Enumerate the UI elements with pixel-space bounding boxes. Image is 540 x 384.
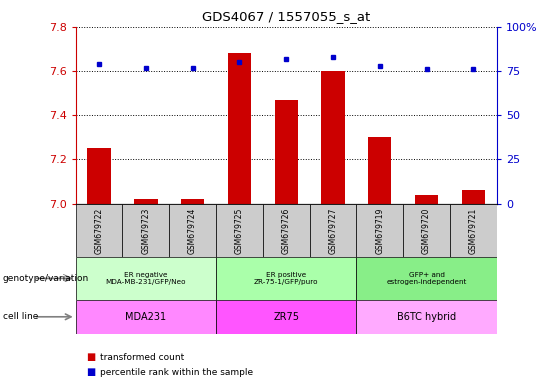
Bar — [356, 257, 497, 300]
Text: ER positive
ZR-75-1/GFP/puro: ER positive ZR-75-1/GFP/puro — [254, 272, 319, 285]
Text: GFP+ and
estrogen-independent: GFP+ and estrogen-independent — [387, 272, 467, 285]
Bar — [181, 199, 204, 204]
Bar — [309, 204, 356, 257]
Bar — [263, 204, 309, 257]
Bar — [216, 300, 356, 334]
Bar — [356, 204, 403, 257]
Bar — [216, 257, 356, 300]
Bar — [169, 204, 216, 257]
Text: GSM679719: GSM679719 — [375, 207, 384, 253]
Text: GSM679727: GSM679727 — [328, 207, 338, 253]
Bar — [450, 204, 497, 257]
Bar — [274, 100, 298, 204]
Bar — [462, 190, 485, 204]
Text: cell line: cell line — [3, 312, 38, 321]
Text: GSM679722: GSM679722 — [94, 207, 104, 253]
Text: MDA231: MDA231 — [125, 312, 166, 322]
Text: GSM679721: GSM679721 — [469, 207, 478, 253]
Text: ZR75: ZR75 — [273, 312, 299, 322]
Text: GSM679723: GSM679723 — [141, 207, 150, 253]
Bar — [216, 204, 263, 257]
Bar — [76, 300, 216, 334]
Bar — [356, 300, 497, 334]
Bar — [415, 195, 438, 204]
Bar — [123, 204, 169, 257]
Text: genotype/variation: genotype/variation — [3, 274, 89, 283]
Text: GSM679724: GSM679724 — [188, 207, 197, 253]
Text: percentile rank within the sample: percentile rank within the sample — [100, 368, 253, 377]
Bar — [76, 257, 216, 300]
Text: ■: ■ — [86, 352, 96, 362]
Text: GSM679720: GSM679720 — [422, 207, 431, 253]
Text: transformed count: transformed count — [100, 353, 184, 362]
Text: GSM679726: GSM679726 — [282, 207, 291, 253]
Text: GSM679725: GSM679725 — [235, 207, 244, 253]
Title: GDS4067 / 1557055_s_at: GDS4067 / 1557055_s_at — [202, 10, 370, 23]
Text: ER negative
MDA-MB-231/GFP/Neo: ER negative MDA-MB-231/GFP/Neo — [105, 272, 186, 285]
Text: B6TC hybrid: B6TC hybrid — [397, 312, 456, 322]
Text: ■: ■ — [86, 367, 96, 377]
Bar — [403, 204, 450, 257]
Bar — [134, 199, 158, 204]
Bar — [228, 53, 251, 204]
Bar — [76, 204, 123, 257]
Bar — [368, 137, 392, 204]
Bar — [87, 148, 111, 204]
Bar — [321, 71, 345, 204]
